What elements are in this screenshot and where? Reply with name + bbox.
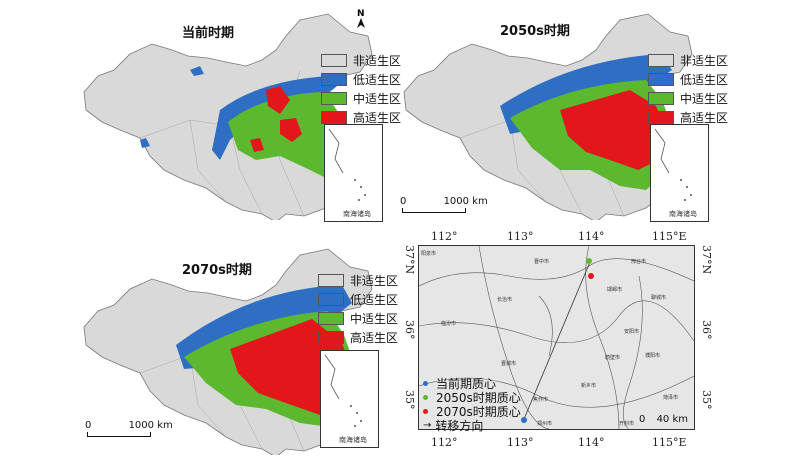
legend-2050s: 非适生区 低适生区 中适生区 高适生区 — [648, 51, 728, 127]
scale-zero: 0 — [85, 420, 92, 431]
legend-high-label: 高适生区 — [680, 111, 729, 125]
arrow-icon: → — [423, 419, 432, 431]
centroid-legend: 当前期质心 2050s时期质心 2070s时期质心 → 转移方向 — [423, 376, 521, 433]
legend-direction: 转移方向 — [435, 418, 484, 433]
scale-zero: 0 — [400, 196, 407, 207]
city-label: 新乡市 — [581, 383, 597, 389]
city-label: 安阳市 — [624, 329, 640, 335]
city-label: 阳泉市 — [421, 251, 437, 257]
legend-2070s: 非适生区 低适生区 中适生区 高适生区 — [318, 271, 398, 347]
legend-current-centroid: 当前期质心 — [436, 376, 497, 391]
ytick-right-0: 37°N — [700, 245, 713, 275]
centroid-current — [521, 417, 527, 423]
scale-value: 1000 km — [128, 420, 173, 431]
inset-label-2: 南海诸岛 — [669, 210, 697, 218]
city-label: 聊城市 — [651, 295, 667, 301]
legend-non-label: 非适生区 — [353, 54, 402, 68]
s2070-centroid-dot — [423, 408, 428, 414]
city-label: 临汾市 — [441, 321, 457, 327]
legend-low-label: 低适生区 — [350, 293, 399, 307]
xtick-bot-2: 114° — [578, 436, 605, 449]
legend-2050-centroid: 2050s时期质心 — [436, 390, 521, 405]
legend-high-label: 高适生区 — [350, 331, 399, 345]
city-label: 晋中市 — [534, 259, 550, 265]
zoom-scale-bar: 0 40 km — [639, 414, 688, 425]
legend-mid-label: 中适生区 — [353, 92, 402, 106]
xtick-bot-1: 113° — [507, 436, 534, 449]
city-label: 濮阳市 — [645, 353, 661, 359]
scale-bar-2: 0 1000 km — [85, 420, 173, 431]
legend-low-label: 低适生区 — [680, 73, 729, 87]
legend-mid-label: 中适生区 — [680, 92, 729, 106]
legend-current: 非适生区 低适生区 中适生区 高适生区 — [321, 51, 401, 127]
map-panel-2050s: 2050s时期 — [400, 10, 700, 223]
centroid-2050s — [586, 258, 592, 264]
north-arrow: N — [355, 8, 367, 31]
swatch-low — [321, 73, 347, 86]
legend-2070-centroid: 2070s时期质心 — [436, 404, 521, 419]
china-map-2050s — [403, 13, 693, 223]
zoom-map — [418, 245, 695, 434]
north-label: N — [357, 9, 365, 19]
city-label: 焦作市 — [533, 397, 549, 403]
xtick-top-3: 115°E — [652, 230, 687, 243]
xtick-top-0: 112° — [431, 230, 458, 243]
city-label: 邯郸市 — [607, 287, 623, 293]
south-china-sea-inset-1: 南海诸岛 — [324, 124, 383, 222]
city-label: 鹤壁市 — [605, 355, 621, 361]
xtick-top-2: 114° — [578, 230, 605, 243]
scale-value: 1000 km — [443, 196, 488, 207]
city-label: 长治市 — [497, 297, 513, 303]
legend-non-label: 非适生区 — [680, 54, 729, 68]
xtick-bot-0: 112° — [431, 436, 458, 449]
legend-low-label: 低适生区 — [353, 73, 402, 87]
city-label: 邢台市 — [631, 259, 647, 265]
panel-title-2070s: 2070s时期 — [182, 263, 252, 278]
scale-bar-1: 0 1000 km — [400, 196, 488, 207]
xtick-bot-3: 115°E — [652, 436, 687, 449]
centroid-2070s — [588, 273, 594, 279]
current-centroid-dot — [423, 380, 428, 386]
swatch-non — [321, 54, 347, 67]
inset-label-3: 南海诸岛 — [339, 436, 367, 444]
inset-label-1: 南海诸岛 — [343, 210, 371, 218]
panel-title-current: 当前时期 — [182, 26, 235, 41]
legend-high-label: 高适生区 — [353, 111, 402, 125]
migration-line — [523, 261, 591, 420]
zoom-scale-value: 40 km — [656, 414, 688, 425]
china-map-current — [83, 13, 373, 223]
city-label: 郑州市 — [537, 421, 553, 427]
high-zone — [266, 86, 290, 114]
legend-mid-label: 中适生区 — [350, 312, 399, 326]
city-label: 菏泽市 — [663, 395, 679, 401]
s2050-centroid-dot — [423, 394, 428, 400]
ytick-right-1: 36° — [700, 320, 713, 340]
ytick-right-2: 35° — [700, 390, 713, 410]
swatch-mid — [321, 92, 347, 105]
legend-non-label: 非适生区 — [350, 274, 399, 288]
swatch-high — [321, 111, 347, 124]
ytick-left-1: 36° — [403, 320, 416, 340]
zoom-scale-zero: 0 — [639, 414, 646, 425]
zoom-map-frame: 晋中市 邢台市 阳泉市 邯郸市 长治市 临汾市 聊城市 安阳市 晋城市 鹤壁市 … — [418, 245, 695, 434]
ytick-left-0: 37°N — [403, 245, 416, 275]
city-label: 晋城市 — [501, 361, 517, 367]
south-china-sea-inset-3: 南海诸岛 — [320, 350, 379, 448]
city-label: 开封市 — [619, 421, 635, 427]
ytick-left-2: 35° — [403, 390, 416, 410]
map-panel-current: 当前时期 N — [80, 8, 380, 223]
panel-title-2050s: 2050s时期 — [500, 24, 570, 39]
south-china-sea-inset-2: 南海诸岛 — [650, 124, 709, 222]
xtick-top-1: 113° — [507, 230, 534, 243]
